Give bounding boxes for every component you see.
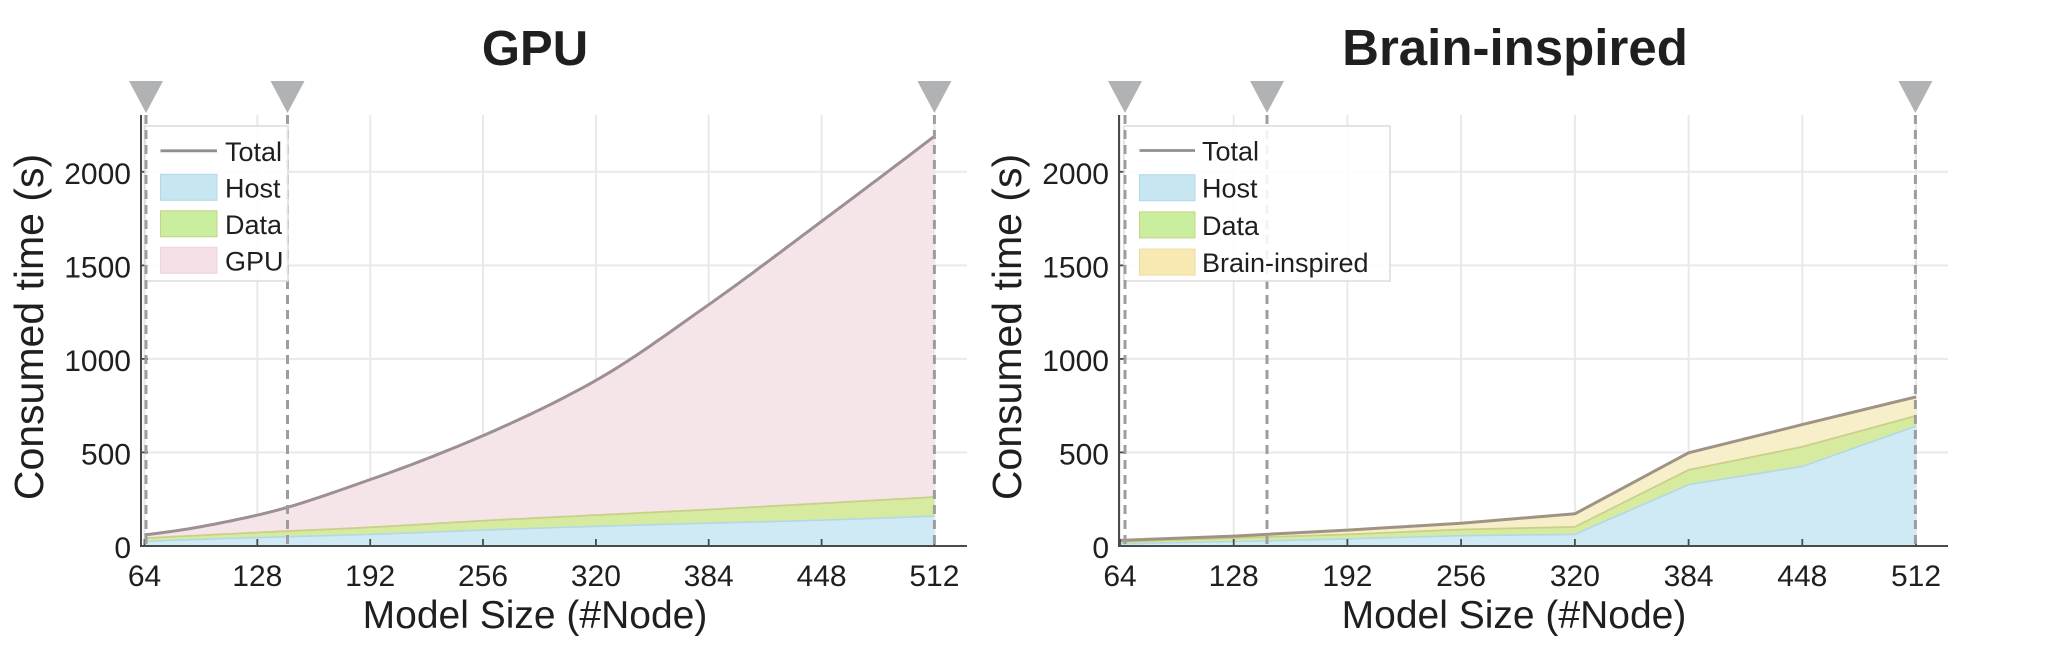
svg-text:Brain-inspired: Brain-inspired [1202, 248, 1369, 278]
svg-text:1000: 1000 [64, 345, 131, 378]
svg-text:Model Size (#Node): Model Size (#Node) [363, 594, 708, 637]
svg-text:Total: Total [225, 137, 282, 167]
svg-text:Model Size (#Node): Model Size (#Node) [1342, 594, 1687, 637]
svg-text:Host: Host [1202, 174, 1258, 204]
svg-text:384: 384 [1664, 560, 1714, 593]
svg-text:Host: Host [225, 173, 281, 203]
svg-text:1000: 1000 [1042, 345, 1109, 378]
svg-text:448: 448 [1777, 560, 1827, 593]
svg-text:64: 64 [128, 560, 161, 593]
svg-text:512: 512 [909, 560, 959, 593]
svg-text:Consumed time (s): Consumed time (s) [984, 154, 1030, 500]
svg-text:GPU: GPU [225, 246, 284, 276]
svg-text:2000: 2000 [64, 158, 131, 191]
svg-text:320: 320 [1550, 560, 1600, 593]
svg-text:500: 500 [81, 438, 131, 471]
svg-text:Data: Data [1202, 211, 1260, 241]
svg-text:0: 0 [1092, 532, 1109, 565]
svg-text:192: 192 [1322, 560, 1372, 593]
svg-text:192: 192 [345, 560, 395, 593]
svg-text:512: 512 [1891, 560, 1941, 593]
svg-text:256: 256 [458, 560, 508, 593]
svg-text:Total: Total [1202, 137, 1259, 167]
svg-text:Data: Data [225, 210, 283, 240]
svg-text:64: 64 [1103, 560, 1136, 593]
svg-text:384: 384 [684, 560, 734, 593]
svg-text:1500: 1500 [64, 251, 131, 284]
svg-text:128: 128 [1209, 560, 1259, 593]
svg-text:GPU: GPU [482, 22, 588, 76]
svg-text:256: 256 [1436, 560, 1486, 593]
svg-text:2000: 2000 [1042, 158, 1109, 191]
svg-text:1500: 1500 [1042, 251, 1109, 284]
svg-text:Consumed time (s): Consumed time (s) [6, 154, 52, 500]
svg-text:0: 0 [114, 532, 131, 565]
svg-text:128: 128 [232, 560, 282, 593]
svg-text:500: 500 [1059, 438, 1109, 471]
svg-text:448: 448 [797, 560, 847, 593]
svg-text:320: 320 [571, 560, 621, 593]
svg-text:Brain-inspired: Brain-inspired [1342, 19, 1688, 76]
